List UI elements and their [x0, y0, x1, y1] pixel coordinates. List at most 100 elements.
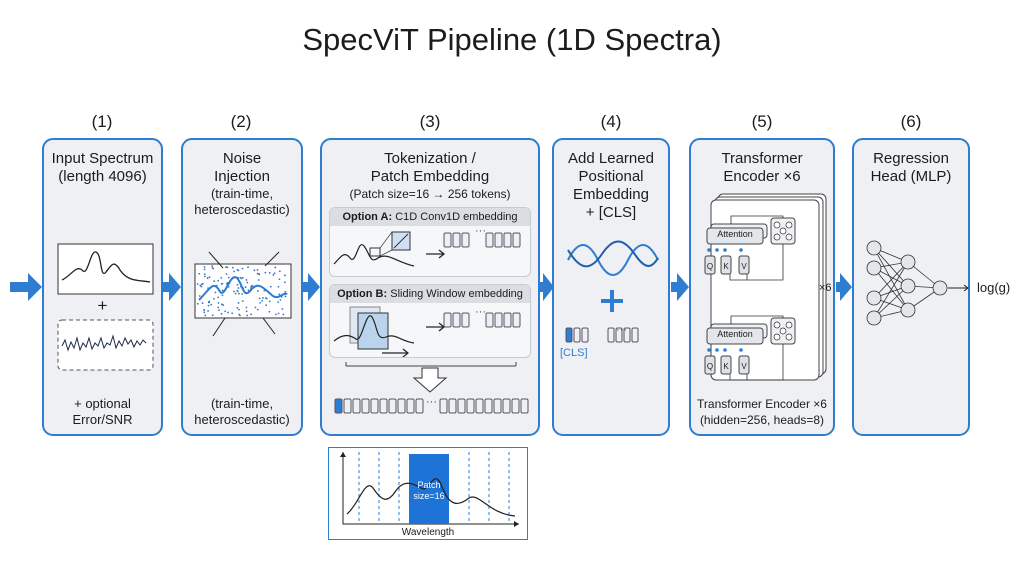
- panel-subtitle: (train-time, heteroscedastic): [194, 186, 290, 217]
- noise-dot: [208, 276, 211, 279]
- noise-dot: [282, 313, 285, 316]
- ellipsis: ···: [475, 306, 486, 318]
- token: [352, 398, 361, 414]
- panel-noise-injection: Noise Injection (train-time, heterosceda…: [181, 138, 303, 436]
- option-a-text: C1D Conv1D embedding: [392, 211, 518, 223]
- noise-dot: [221, 289, 224, 292]
- mlp-node: [866, 310, 882, 326]
- ellipsis: ···: [616, 324, 627, 336]
- noise-dot: [265, 304, 267, 307]
- noise-dot: [225, 273, 228, 275]
- noise-dot: [199, 284, 202, 287]
- noise-dot: [220, 303, 223, 306]
- noise-dot: [264, 271, 267, 274]
- panel-title: Tokenization / Patch Embedding: [370, 150, 490, 185]
- noise-dot: [281, 308, 284, 310]
- k-label: K: [723, 262, 729, 271]
- noise-dot: [274, 266, 277, 269]
- noise-dot: [207, 310, 209, 312]
- diagram-title: SpecViT Pipeline (1D Spectra): [302, 22, 722, 57]
- repeat-label: ×6: [819, 282, 832, 294]
- noise-dot: [227, 276, 230, 279]
- qkv-box: [738, 255, 750, 275]
- option-a-label: Option A:: [342, 211, 393, 223]
- noise-dot: [241, 293, 244, 295]
- noise-dot: [236, 307, 239, 309]
- attention-label: Attention: [717, 229, 753, 239]
- q-label: Q: [706, 262, 714, 271]
- cls-label: [CLS]: [560, 347, 588, 359]
- noise-dot: [227, 311, 229, 314]
- token: [343, 398, 352, 414]
- noise-dot: [237, 287, 240, 289]
- token: [439, 398, 448, 414]
- noise-dot: [211, 266, 214, 269]
- noise-dot: [278, 293, 281, 296]
- panel-caption: Transformer Encoder ×6 (hidden=256, head…: [697, 397, 827, 427]
- noise-dot: [214, 291, 217, 294]
- arrow-icon: [163, 273, 181, 301]
- noise-dot: [254, 306, 257, 309]
- noise-dot: [225, 266, 227, 268]
- noise-dot: [200, 283, 203, 286]
- conv1d-illustration: [333, 231, 446, 267]
- token: [370, 398, 379, 414]
- token-rows: [334, 232, 529, 414]
- noise-dot: [203, 268, 206, 271]
- panel-caption: + optional Error/SNR: [72, 396, 133, 427]
- noise-dot: [207, 304, 210, 307]
- noise-dot: [258, 273, 261, 276]
- token: [512, 312, 521, 328]
- noise-dot: [257, 279, 260, 281]
- panel-title: Noise Injection: [214, 150, 270, 185]
- qkv-box: [720, 255, 732, 275]
- noise-dot: [236, 283, 239, 286]
- panel-title: Regression Head (MLP): [870, 150, 952, 185]
- panel-regression-head: Regression Head (MLP): [852, 138, 970, 436]
- noise-dot: [203, 266, 206, 268]
- token: [485, 312, 494, 328]
- noise-dot: [268, 310, 271, 313]
- arrow-icon: [10, 273, 42, 301]
- noise-dot: [278, 278, 281, 281]
- token: [461, 232, 470, 248]
- noise-dot: [259, 301, 262, 304]
- patch-inset: Patch size=16 Wavelength: [328, 447, 528, 540]
- panel-subtitle: (Patch size=16 → 256 tokens): [349, 187, 511, 201]
- noise-dot: [213, 297, 215, 300]
- positional-illustration: [565, 240, 659, 343]
- noise-dot: [240, 277, 243, 280]
- noise-dot: [245, 310, 248, 313]
- noise-dot: [247, 266, 249, 269]
- token: [493, 398, 502, 414]
- token: [503, 312, 512, 328]
- token: [520, 398, 529, 414]
- v-label: V: [741, 262, 747, 271]
- noise-dot: [226, 266, 229, 269]
- token: [502, 398, 511, 414]
- token: [494, 312, 503, 328]
- qkv-box: [704, 255, 716, 275]
- step-number-5: (5): [751, 112, 773, 131]
- noise-dot: [220, 312, 223, 315]
- noise-dot: [198, 295, 201, 297]
- noise-dot: [256, 272, 259, 275]
- noise-dot: [251, 284, 254, 287]
- step-number-4: (4): [600, 112, 622, 131]
- qkv-box: [720, 355, 732, 375]
- token: [466, 398, 475, 414]
- noise-dot: [211, 314, 214, 317]
- noise-dot: [234, 292, 237, 295]
- mlp-node: [900, 254, 916, 270]
- noise-dot: [233, 290, 235, 293]
- arrow-icon: [303, 273, 320, 301]
- noise-dot: [217, 279, 220, 282]
- noise-dot: [277, 285, 280, 288]
- panel-transformer-encoder: Transformer Encoder ×6 ×6 Attention Q K V At…: [689, 138, 835, 436]
- token: [448, 398, 457, 414]
- attention-box: [706, 327, 764, 345]
- panel-title: Input Spectrum (length 4096): [51, 150, 154, 185]
- plus-sign: +: [97, 296, 108, 315]
